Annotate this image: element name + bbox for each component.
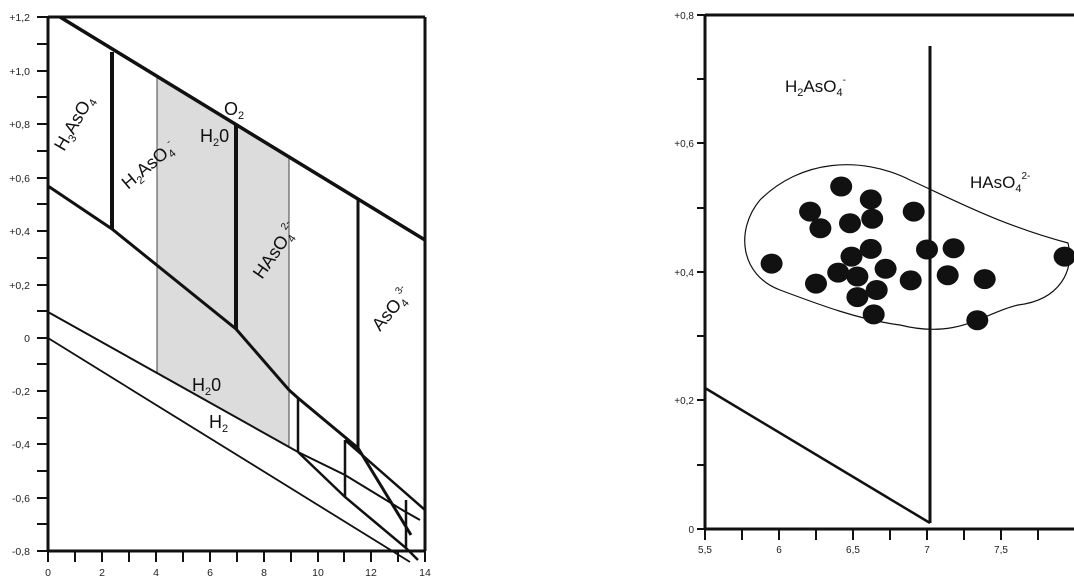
left-y-tick-label: -0,4 (12, 439, 30, 451)
sample-point (839, 213, 861, 234)
right-x-tick-labels: 5,5 6 6,5 7 7,5 (698, 545, 1008, 556)
sample-point (830, 176, 853, 197)
left-x-tick-label: 8 (261, 567, 267, 579)
left-y-tick-label: +1,2 (9, 12, 30, 24)
sample-point (805, 273, 827, 294)
label-aso4: AsO43- (367, 283, 418, 337)
left-x-tick-label: 0 (45, 567, 51, 579)
left-x-ticks (47, 551, 426, 562)
label-o2: O2 (224, 99, 244, 122)
sample-point (1053, 246, 1074, 267)
lower-diagonal-connector (297, 451, 419, 561)
h2o-h2-boundary-line (47, 337, 411, 563)
sample-point (846, 287, 869, 308)
right-bottom-line (344, 439, 426, 511)
label-h2o-bottom: H20 (192, 375, 221, 398)
sample-envelope-outline (744, 164, 1071, 330)
sample-point (861, 208, 884, 229)
sample-points (760, 176, 1074, 331)
sample-point (846, 266, 869, 287)
right-y-tick-label: +0,8 (674, 11, 694, 22)
label-h2o-top: H20 (200, 126, 229, 149)
label-h3aso4: H3AsO4 (50, 92, 100, 156)
left-x-tick-label: 10 (312, 567, 324, 579)
sample-point (973, 269, 996, 290)
right-y-tick-labels: +0,8 +0,6 +0,4 +0,2 0 (674, 11, 694, 536)
left-y-ticks (37, 16, 48, 552)
sample-point (936, 265, 959, 286)
left-x-tick-label: 12 (365, 567, 377, 579)
left-x-tick-label: 6 (207, 567, 213, 579)
right-x-ticks (704, 529, 1039, 540)
right-y-tick-label: +0,6 (674, 139, 694, 150)
sample-point (899, 270, 922, 291)
label-haso4-right: HAsO42- (970, 171, 1030, 195)
right-x-tick-label: 7 (924, 545, 930, 556)
sample-point (840, 246, 863, 267)
left-x-tick-label: 2 (99, 567, 105, 579)
right-x-tick-label: 6,5 (846, 545, 860, 556)
left-y-tick-label: -0,6 (12, 493, 30, 505)
lower-boundary-line (704, 386, 931, 525)
left-x-tick-label: 14 (419, 567, 431, 579)
left-x-tick-labels: 0 2 4 6 8 10 12 14 (45, 567, 431, 579)
left-y-tick-label: +0,4 (9, 226, 30, 238)
sample-point (799, 201, 822, 222)
right-x-tick-label: 5,5 (698, 545, 712, 556)
sample-point (859, 189, 882, 210)
right-y-ticks (697, 14, 705, 530)
label-h2aso4-right: H2AsO4- (785, 75, 846, 99)
left-y-tick-labels: +1,2 +1,0 +0,8 +0,6 +0,4 +0,2 0 -0,2 -0,… (9, 12, 30, 558)
sample-point (809, 218, 832, 239)
sample-point (966, 310, 989, 331)
left-y-tick-label: 0 (24, 333, 30, 345)
sample-point (859, 238, 882, 259)
sample-point (902, 201, 925, 222)
right-y-tick-label: 0 (688, 525, 694, 536)
left-diagram: +1,2 +1,0 +0,8 +0,6 +0,4 +0,2 0 -0,2 -0,… (9, 12, 431, 579)
left-y-tick-label: +1,0 (9, 66, 30, 78)
right-diagram: +0,8 +0,6 +0,4 +0,2 0 5,5 6 6,5 7 7,5 (674, 11, 1074, 556)
left-y-tick-label: -0,2 (12, 386, 30, 398)
sample-point (874, 258, 897, 279)
left-y-tick-label: -0,8 (12, 546, 30, 558)
right-x-tick-label: 7,5 (994, 545, 1008, 556)
sample-point (827, 262, 850, 283)
left-y-tick-label: +0,2 (9, 280, 30, 292)
shaded-region (157, 78, 289, 448)
right-y-tick-label: +0,2 (674, 396, 694, 407)
sample-point (942, 238, 965, 259)
sample-point (862, 304, 885, 325)
sample-point (865, 280, 888, 300)
right-y-tick-label: +0,4 (674, 268, 694, 279)
left-y-tick-label: +0,6 (9, 173, 30, 185)
right-x-tick-label: 6 (776, 545, 782, 556)
label-h2: H2 (209, 412, 228, 435)
sample-point (760, 253, 783, 274)
sample-point (916, 239, 938, 260)
o2-h2o-boundary-line (59, 15, 426, 242)
left-x-tick-label: 4 (153, 567, 159, 579)
left-y-tick-label: +0,8 (9, 119, 30, 131)
